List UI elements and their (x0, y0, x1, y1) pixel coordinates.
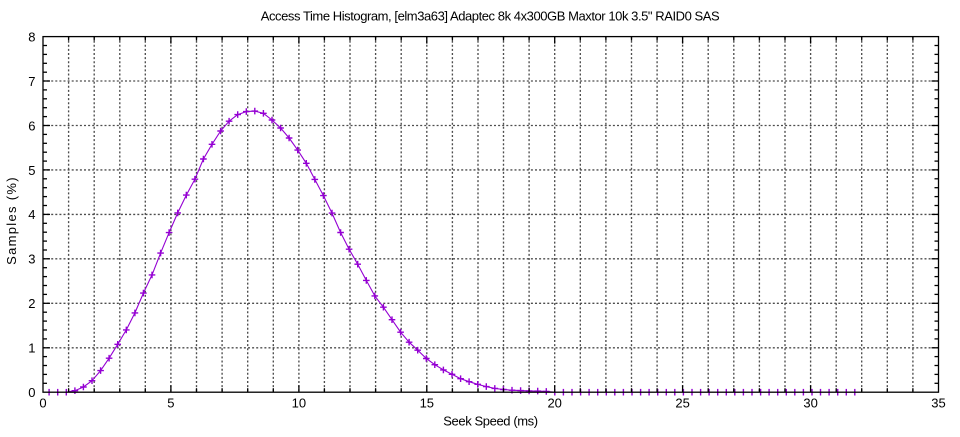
svg-text:0: 0 (39, 396, 46, 411)
svg-text:Seek Speed (ms): Seek Speed (ms) (443, 413, 538, 428)
svg-text:Access Time Histogram, [elm3a6: Access Time Histogram, [elm3a63] Adaptec… (261, 8, 720, 23)
svg-text:3: 3 (28, 252, 35, 267)
svg-text:25: 25 (675, 396, 689, 411)
svg-text:Samples (%): Samples (%) (4, 176, 19, 265)
svg-text:0: 0 (28, 385, 35, 400)
svg-text:7: 7 (28, 74, 35, 89)
svg-text:5: 5 (167, 396, 174, 411)
svg-text:8: 8 (28, 29, 35, 44)
svg-text:4: 4 (28, 207, 35, 222)
svg-text:35: 35 (931, 396, 945, 411)
svg-text:6: 6 (28, 118, 35, 133)
svg-text:30: 30 (803, 396, 817, 411)
svg-text:15: 15 (420, 396, 434, 411)
svg-text:2: 2 (28, 296, 35, 311)
svg-text:5: 5 (28, 163, 35, 178)
svg-text:10: 10 (292, 396, 306, 411)
svg-text:20: 20 (547, 396, 561, 411)
svg-text:1: 1 (28, 341, 35, 356)
